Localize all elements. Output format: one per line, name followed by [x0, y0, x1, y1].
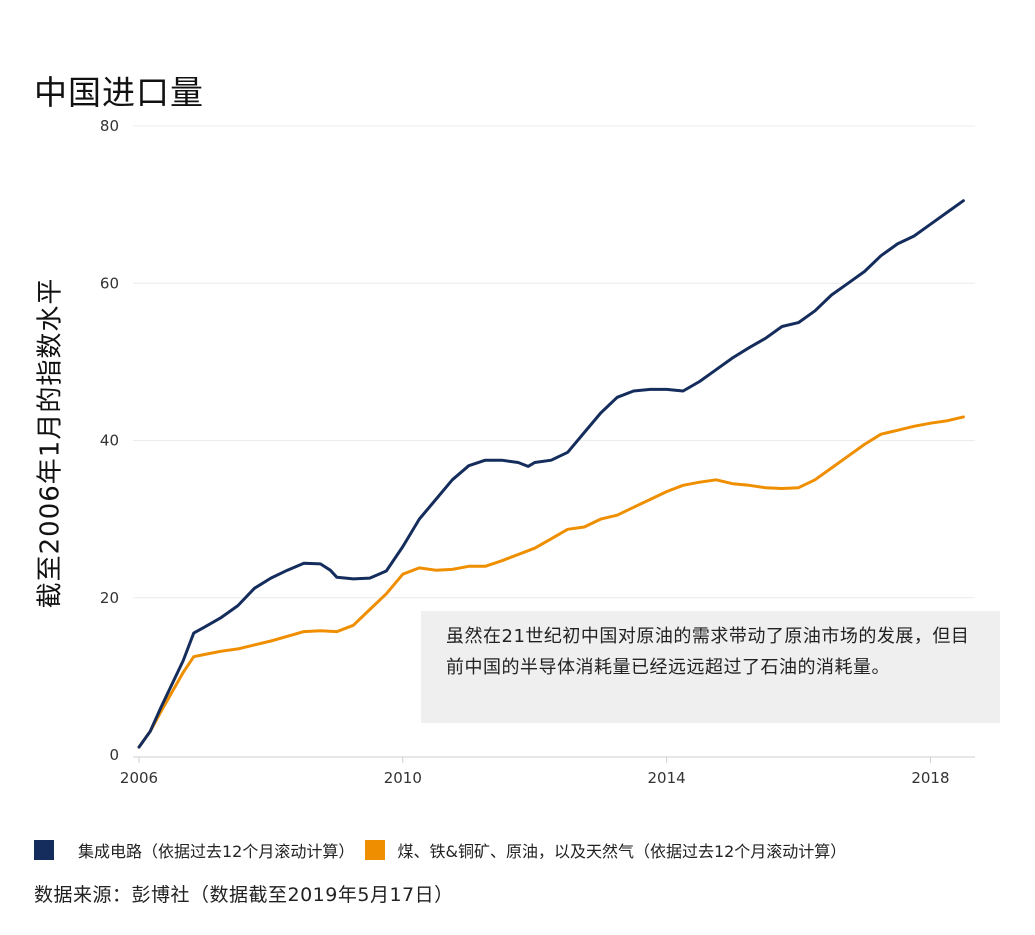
- gridlines: [133, 125, 975, 599]
- series-line-ic: [137, 199, 965, 749]
- x-tick-label: 2018: [911, 769, 949, 787]
- series-line-commodities: [137, 415, 965, 749]
- y-axis-ticks: 0 20 40 60 80: [100, 117, 119, 764]
- legend-item-ic: 集成电路（依据过去12个月滚动计算）: [34, 838, 354, 862]
- y-tick-label: 80: [100, 117, 119, 135]
- annotation-box: 虽然在21世纪初中国对原油的需求带动了原油市场的发展，但目前中国的半导体消耗量已…: [421, 611, 1000, 723]
- x-tick-label: 2006: [120, 769, 158, 787]
- y-tick-label: 20: [100, 589, 119, 607]
- legend: 集成电路（依据过去12个月滚动计算） 煤、铁&铜矿、原油，以及天然气（依据过去1…: [34, 838, 846, 864]
- legend-item-commodities: 煤、铁&铜矿、原油，以及天然气（依据过去12个月滚动计算）: [359, 838, 846, 862]
- chart-title: 中国进口量: [34, 73, 204, 113]
- legend-swatch-navy: [34, 840, 54, 860]
- y-tick-label: 0: [109, 746, 119, 764]
- line-chart: 0 20 40 60 80 2006 2010 2014 2018: [100, 117, 975, 787]
- x-axis-ticks: 2006 2010 2014 2018: [120, 757, 950, 787]
- x-tick-label: 2014: [648, 769, 686, 787]
- legend-label-ic: 集成电路（依据过去12个月滚动计算）: [78, 842, 355, 861]
- source-note: 数据来源：彭博社（数据截至2019年5月17日）: [34, 884, 454, 906]
- series-lines: [137, 199, 965, 749]
- x-tick-label: 2010: [384, 769, 422, 787]
- legend-swatch-orange: [365, 840, 386, 860]
- legend-label-commodities: 煤、铁&铜矿、原油，以及天然气（依据过去12个月滚动计算）: [397, 842, 847, 861]
- y-tick-label: 60: [100, 274, 119, 292]
- y-tick-label: 40: [100, 432, 119, 450]
